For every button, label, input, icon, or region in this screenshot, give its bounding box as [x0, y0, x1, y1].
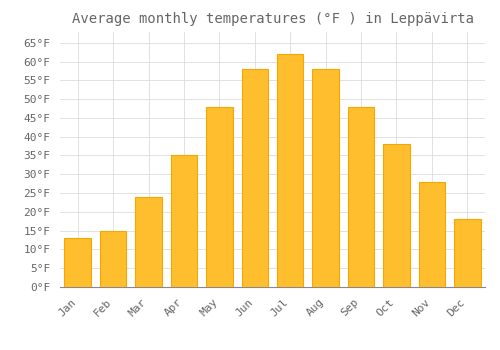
Bar	[348, 107, 374, 287]
Title: Average monthly temperatures (°F ) in Leppävirta: Average monthly temperatures (°F ) in Le…	[72, 12, 473, 26]
Bar	[277, 54, 303, 287]
Bar	[64, 238, 91, 287]
Bar	[454, 219, 480, 287]
Bar	[170, 155, 197, 287]
Bar	[100, 231, 126, 287]
Bar	[136, 197, 162, 287]
Bar	[312, 69, 339, 287]
Bar	[383, 144, 409, 287]
Bar	[242, 69, 268, 287]
Bar	[206, 107, 233, 287]
Bar	[418, 182, 445, 287]
